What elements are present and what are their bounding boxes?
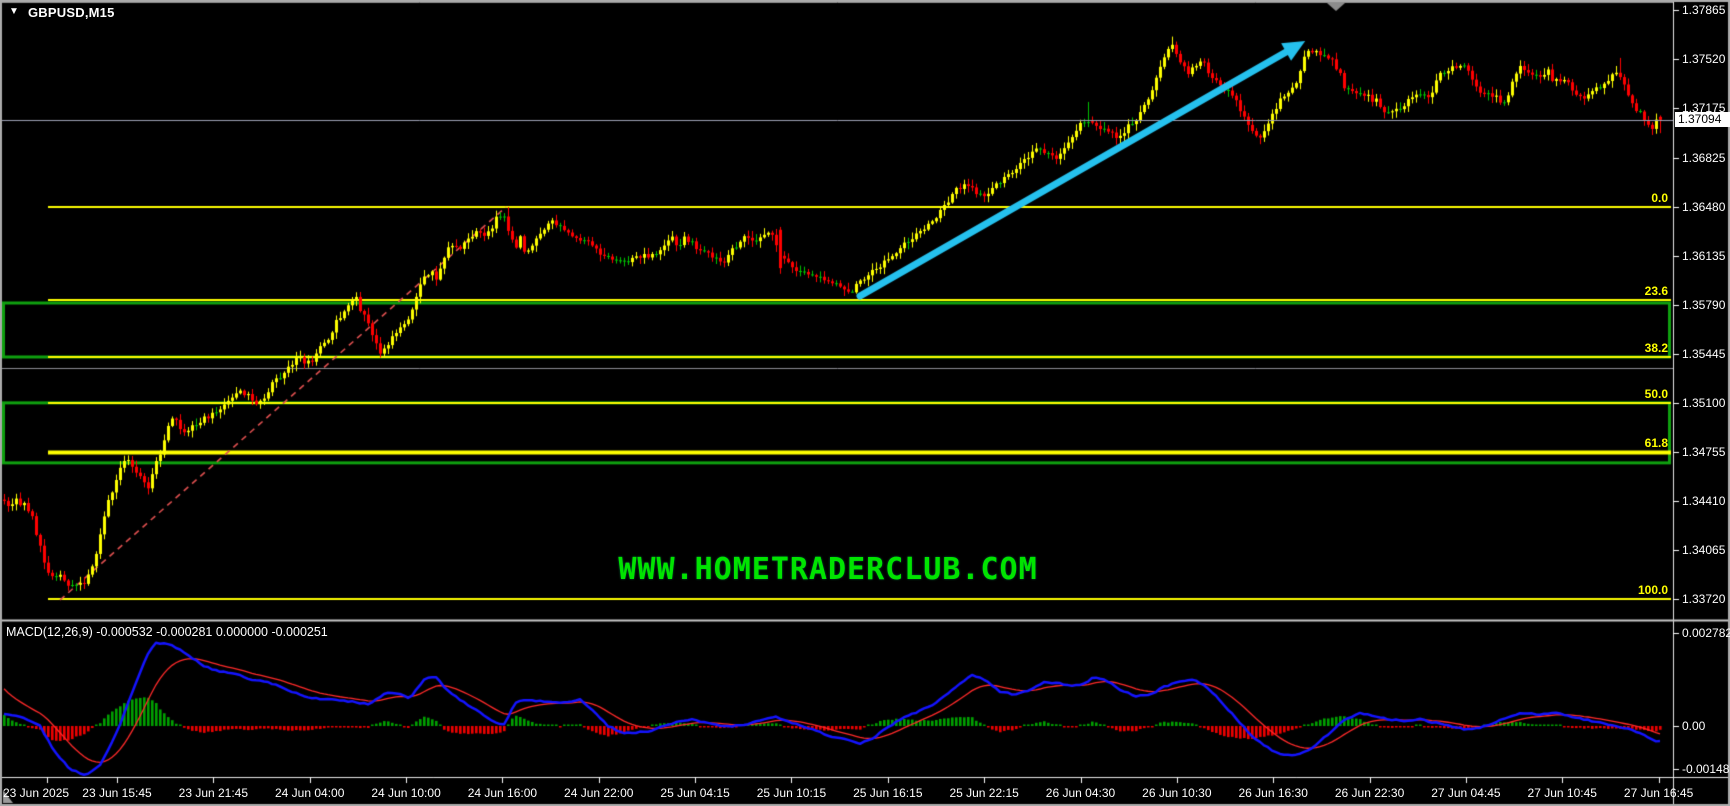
symbol-dropdown-icon[interactable]: ▼ <box>9 6 19 17</box>
time-tick-label: 23 Jun 21:45 <box>178 786 249 800</box>
macd-indicator-label: MACD(12,26,9) -0.000532 -0.000281 0.0000… <box>6 625 328 639</box>
fib-level-label: 100.0 <box>1637 582 1668 597</box>
time-tick-label: 23 Jun 2025 <box>3 786 70 800</box>
price-tick-label: 1.36135 <box>1682 249 1726 264</box>
time-tick-label: 26 Jun 16:30 <box>1238 786 1308 800</box>
fib-level-label: 0.0 <box>1651 191 1668 206</box>
time-tick-label: 25 Jun 22:15 <box>949 786 1019 800</box>
price-tick-label: 1.36480 <box>1682 200 1726 215</box>
time-tick-label: 23 Jun 15:45 <box>82 786 152 800</box>
price-tick-label: 1.37520 <box>1682 52 1726 67</box>
current-price-box: 1.37094 <box>1675 112 1730 128</box>
price-tick-label: 1.33720 <box>1682 592 1726 607</box>
price-tick-label: 1.35100 <box>1682 396 1726 411</box>
time-tick-label: 25 Jun 16:15 <box>853 786 923 800</box>
time-tick-label: 24 Jun 10:00 <box>371 786 441 800</box>
price-tick-label: 1.35790 <box>1682 298 1726 313</box>
time-tick-label: 24 Jun 04:00 <box>274 786 345 800</box>
price-tick-label: 1.35445 <box>1682 347 1726 362</box>
time-tick-label: 25 Jun 10:15 <box>756 786 827 800</box>
fib-level-label: 23.6 <box>1644 284 1668 298</box>
fib-level-label: 61.8 <box>1644 435 1668 450</box>
price-tick-label: 1.34065 <box>1682 543 1726 558</box>
macd-axis-label: 0.002782 <box>1682 626 1730 640</box>
macd-axis-label: -0.00148 <box>1682 762 1730 776</box>
macd-axis-label: 0.00 <box>1682 719 1706 733</box>
symbol-label[interactable]: GBPUSD,M15 <box>28 5 115 20</box>
time-tick-label: 26 Jun 04:30 <box>1045 786 1116 800</box>
price-tick-label: 1.34755 <box>1682 445 1726 460</box>
price-tick-label: 1.36825 <box>1682 151 1726 166</box>
time-tick-label: 26 Jun 10:30 <box>1142 786 1212 800</box>
fib-level-label: 38.2 <box>1644 340 1668 355</box>
time-tick-label: 26 Jun 22:30 <box>1334 786 1405 800</box>
time-tick-label: 25 Jun 04:15 <box>660 786 730 800</box>
time-tick-label: 27 Jun 10:45 <box>1527 786 1597 800</box>
fib-level-label: 50.0 <box>1644 386 1668 401</box>
price-tick-label: 1.37865 <box>1682 3 1726 18</box>
time-tick-label: 24 Jun 22:00 <box>564 786 634 800</box>
price-tick-label: 1.34410 <box>1682 494 1726 509</box>
time-tick-label: 24 Jun 16:00 <box>467 786 538 800</box>
price-tick-label: 1.37175 <box>1682 101 1726 116</box>
time-tick-label: 27 Jun 04:45 <box>1431 786 1501 800</box>
watermark: WWW.HOMETRADERCLUB.COM <box>618 552 1038 587</box>
time-tick-label: 27 Jun 16:45 <box>1623 786 1694 800</box>
